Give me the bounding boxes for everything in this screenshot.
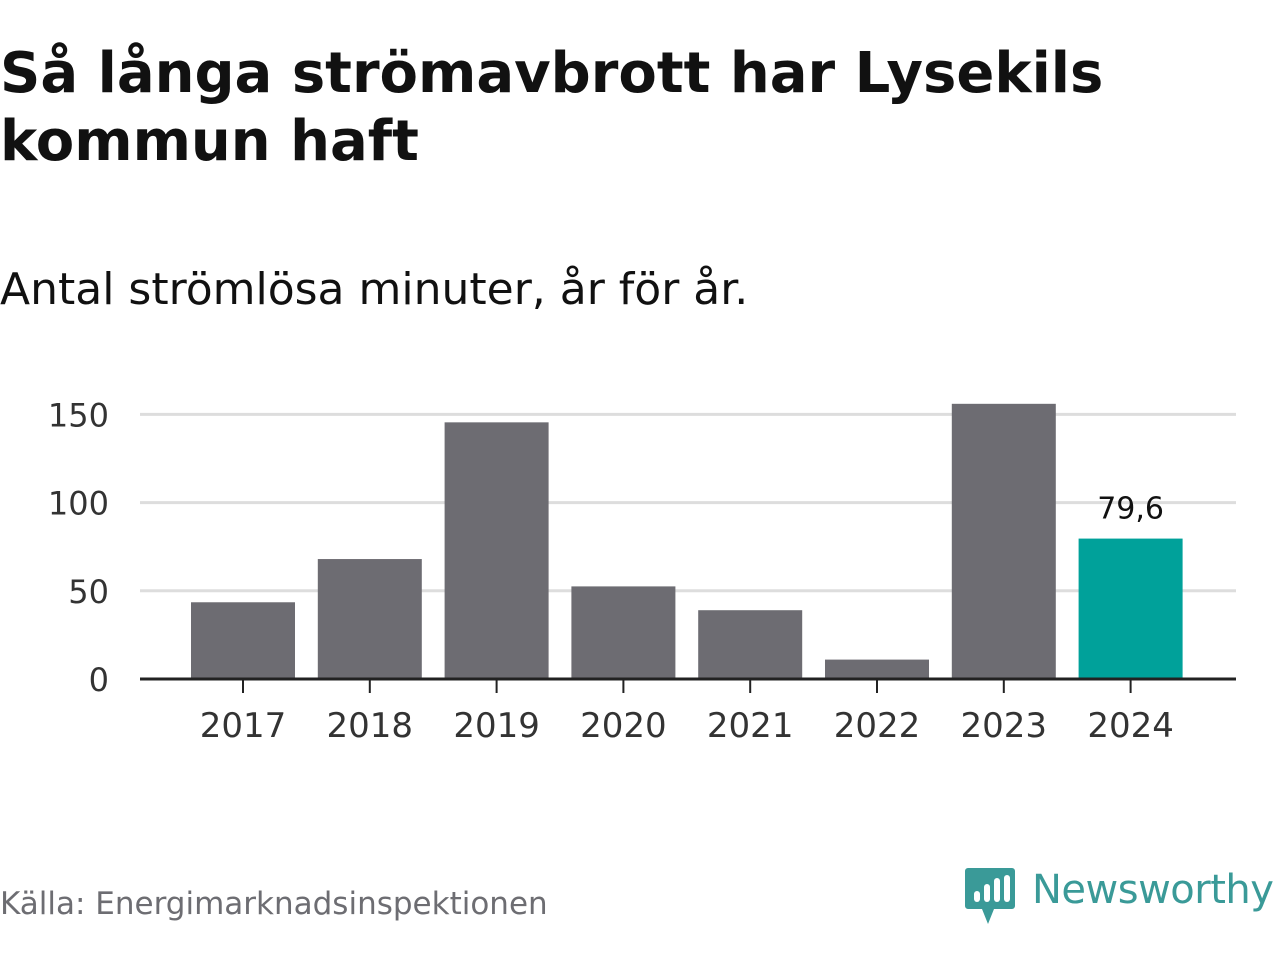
bar-2021	[698, 610, 803, 679]
y-tick-label: 50	[68, 573, 109, 611]
x-tick-label: 2021	[707, 706, 794, 746]
x-tick-label: 2024	[1087, 706, 1174, 746]
data-labels: 79,6	[1097, 492, 1164, 527]
y-tick-label: 150	[48, 396, 109, 434]
bar-2022	[825, 659, 929, 679]
bar-2018	[317, 559, 422, 679]
x-tick-label: 2023	[961, 706, 1048, 746]
x-tick-label: 2018	[327, 706, 414, 746]
x-tick-label: 2020	[580, 706, 667, 746]
gridlines	[140, 412, 1236, 593]
bars	[191, 403, 1183, 679]
brand-logo: Newsworthy	[964, 864, 1280, 928]
bar-2017	[191, 602, 295, 679]
bar-2024	[1078, 538, 1183, 679]
chart-subtitle: Antal strömlösa minuter, år för år.	[0, 264, 749, 315]
brand-name: Newsworthy	[1032, 867, 1274, 913]
x-tick-label: 2017	[200, 706, 287, 746]
chart-title: Så långa strömavbrott har Lysekils kommu…	[0, 41, 1104, 174]
x-axis	[140, 677, 1236, 693]
x-tick-label: 2022	[834, 706, 921, 746]
bar-2019	[444, 422, 549, 679]
bar-2023	[951, 403, 1056, 679]
y-tick-labels: 0 50 100 150	[48, 396, 109, 699]
source-note: Källa: Energimarknadsinspektionen	[0, 886, 548, 922]
data-label: 79,6	[1097, 492, 1164, 527]
y-tick-label: 100	[48, 485, 109, 523]
bar-2020	[571, 586, 676, 679]
y-tick-label: 0	[89, 661, 109, 699]
x-tick-label: 2019	[453, 706, 540, 746]
x-tick-labels: 2017 2018 2019 2020 2021 2022 2023 2024	[200, 706, 1174, 746]
newsworthy-chart-bubble-icon	[965, 868, 1015, 924]
